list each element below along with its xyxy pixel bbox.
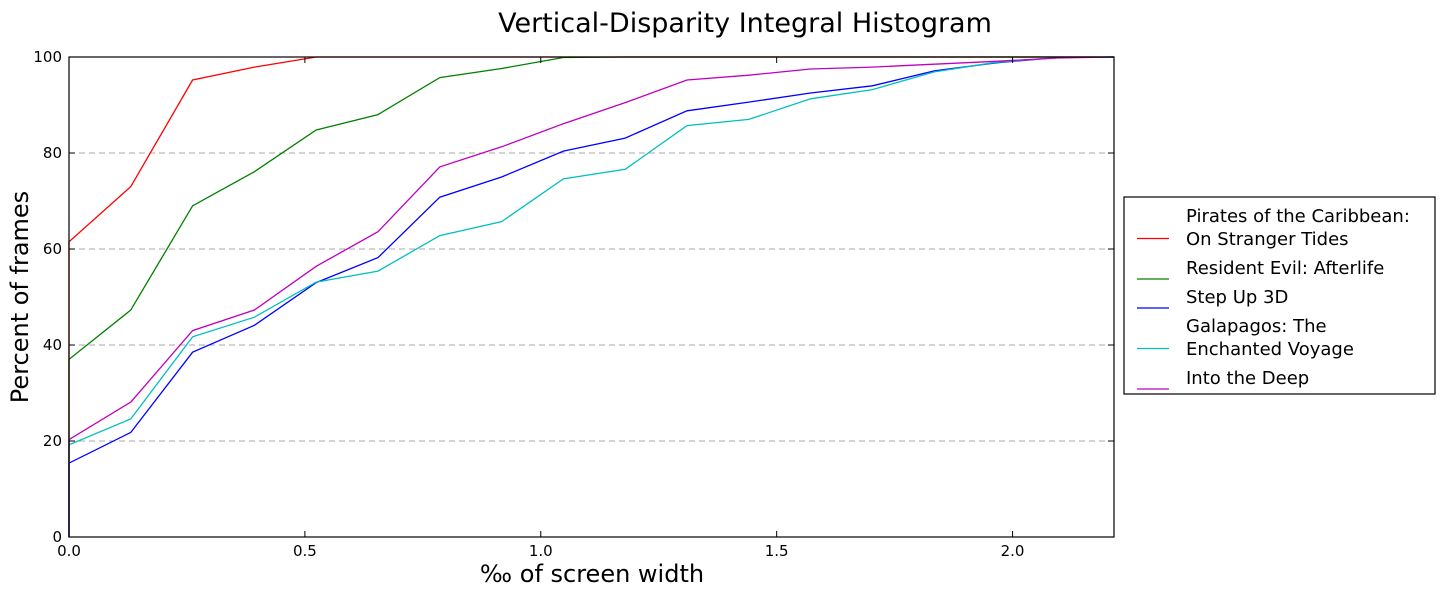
x-tick-label: 1.0: [529, 542, 553, 560]
x-tick-label: 2.0: [1001, 542, 1025, 560]
legend-frame: [1123, 196, 1436, 395]
series-lines: [68, 56, 1115, 537]
series-line-3: [68, 56, 1115, 537]
series-line-0: [68, 56, 1114, 537]
legend-label-2: Step Up 3D: [1186, 287, 1288, 308]
x-tick-label: 0.5: [293, 542, 317, 560]
chart-title: Vertical-Disparity Integral Histogram: [498, 8, 992, 39]
y-tick-label: 100: [33, 48, 62, 66]
axis-ticks: 0.0 0.5 1.0 1.5 2.0 0 20 40 60 80 100: [33, 48, 1114, 560]
legend-label-3: Galapagos: The Enchanted Voyage: [1186, 316, 1354, 360]
grid-lines: [69, 152, 1114, 442]
y-tick-label: 20: [43, 432, 62, 450]
legend: Pirates of the Caribbean: On Stranger Tid…: [1123, 196, 1436, 395]
y-tick-label: 40: [43, 336, 62, 354]
legend-label-0: Pirates of the Caribbean: On Stranger Tid…: [1186, 206, 1410, 250]
legend-label-1: Resident Evil: Afterlife: [1186, 258, 1384, 279]
y-tick-label: 60: [43, 240, 62, 258]
x-tick-label: 1.5: [765, 542, 789, 560]
series-line-2: [68, 56, 1115, 537]
x-axis-label: ‰ of screen width: [480, 560, 704, 588]
series-line-4: [68, 56, 1115, 537]
plot-frame: [68, 56, 1115, 538]
x-tick-label: 0.0: [57, 542, 81, 560]
y-axis-label: Percent of frames: [6, 191, 34, 403]
y-tick-label: 80: [43, 144, 62, 162]
series-line-1: [68, 56, 1114, 537]
legend-label-4: Into the Deep: [1186, 368, 1309, 389]
y-tick-label: 0: [52, 528, 62, 546]
